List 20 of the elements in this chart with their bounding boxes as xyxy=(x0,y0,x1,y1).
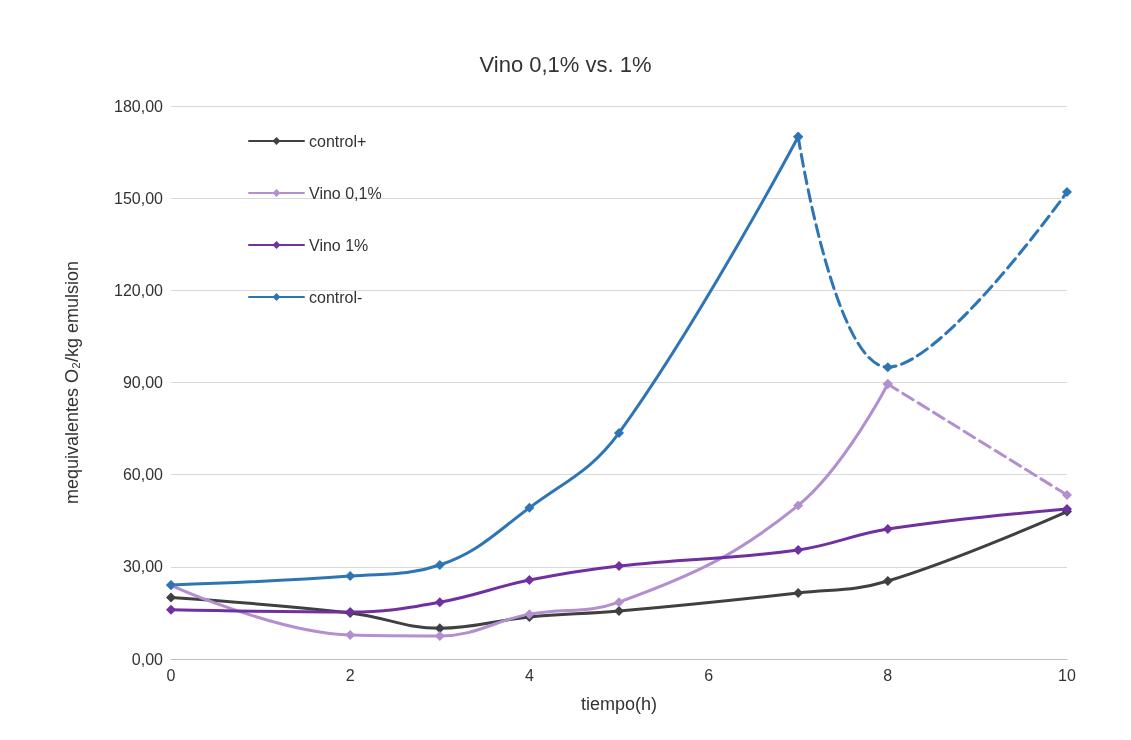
legend-label: control- xyxy=(309,288,363,306)
x-tick-label: 4 xyxy=(524,666,534,684)
x-tick-label: 8 xyxy=(883,666,893,684)
y-tick-label: 0,00 xyxy=(131,650,164,668)
x-tick-label: 0 xyxy=(166,666,176,684)
legend-label: control+ xyxy=(309,132,367,150)
y-tick-label: 30,00 xyxy=(122,558,164,576)
x-tick-label: 2 xyxy=(345,666,355,684)
y-tick-label: 90,00 xyxy=(122,374,164,391)
x-axis-title: tiempo(h) xyxy=(580,694,658,714)
x-tick-label: 10 xyxy=(1058,666,1076,684)
y-tick-label: 180,00 xyxy=(114,97,164,115)
y-axis-title: mequivalentes O₂/kg emulsion xyxy=(62,260,82,505)
legend-label: Vino 1% xyxy=(309,236,369,254)
y-tick-label: 120,00 xyxy=(114,281,164,299)
y-tick-label: 60,00 xyxy=(122,466,164,484)
x-tick-label: 6 xyxy=(704,666,714,684)
legend-label: Vino 0,1% xyxy=(309,184,382,202)
y-tick-label: 150,00 xyxy=(114,189,164,207)
chart-title: Vino 0,1% vs. 1% xyxy=(479,51,652,77)
